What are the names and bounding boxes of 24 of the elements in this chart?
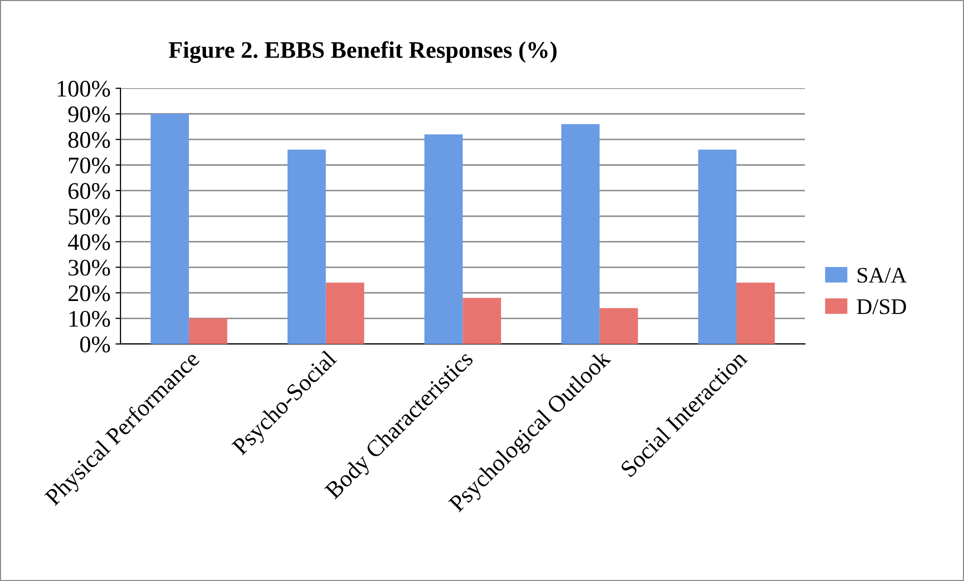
bar (188, 318, 228, 344)
y-tick-label: 100% (58, 80, 110, 97)
bar (288, 150, 326, 344)
y-tick-label: 50% (68, 208, 110, 225)
bar (326, 282, 364, 344)
legend-label: SA/A (858, 268, 907, 283)
bar (561, 124, 600, 344)
y-tick-label: 80% (68, 132, 110, 148)
y-tick-label: 70% (69, 157, 110, 174)
bar (424, 134, 463, 344)
y-tick-label: 60% (68, 183, 110, 200)
y-tick-label: 90% (68, 106, 110, 122)
y-tick-label: 20% (68, 285, 110, 302)
y-tick-label: 30% (68, 260, 110, 276)
bar (698, 150, 736, 344)
legend-label: D/SD (856, 299, 906, 314)
y-tick-label: 40% (68, 234, 110, 250)
y-tick-label: 0% (80, 336, 110, 352)
y-tick-label: 10% (70, 310, 110, 327)
bar (150, 114, 189, 344)
bar (462, 298, 502, 344)
bar (600, 308, 638, 344)
chart-title: Figure 2. EBBS Benefit Responses (%) (168, 41, 557, 63)
bar (736, 282, 775, 344)
